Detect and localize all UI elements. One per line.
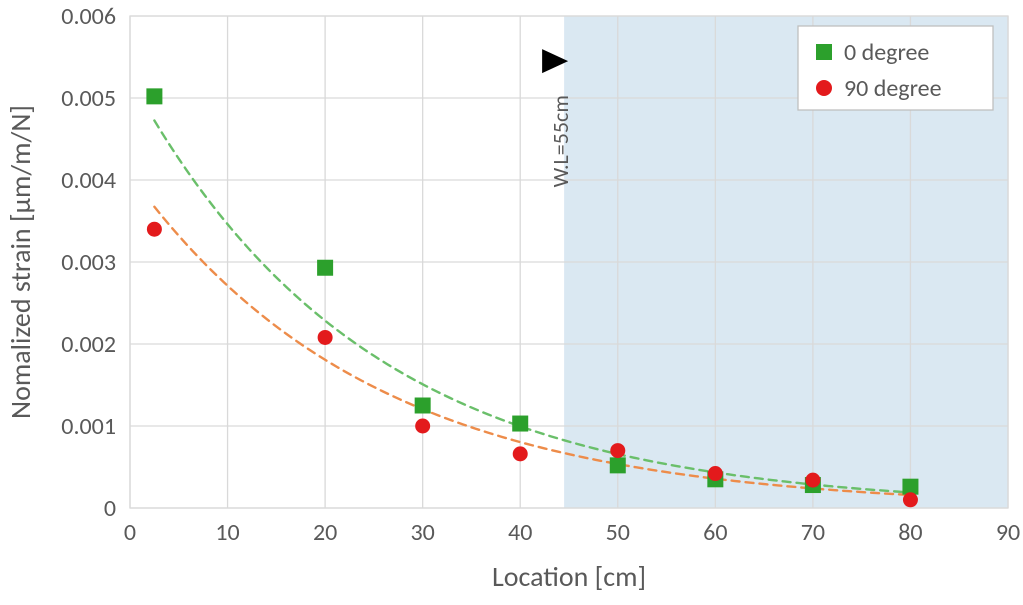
chart-svg: W.L=55cm 0 10 20 30 40 50 60 70 80 90 0 0.001 0.002 0.… xyxy=(0,0,1023,605)
marker-circle xyxy=(610,443,625,458)
marker-square xyxy=(512,416,528,432)
marker-circle xyxy=(147,222,162,237)
x-tick-label: 70 xyxy=(801,518,825,547)
y-tick-label: 0.002 xyxy=(61,330,116,359)
marker-square xyxy=(902,479,918,495)
annotation-label: W.L=55cm xyxy=(547,95,574,187)
x-tick-label: 10 xyxy=(215,518,239,547)
x-tick-label: 30 xyxy=(411,518,435,547)
marker-circle xyxy=(903,492,918,507)
marker-circle xyxy=(415,419,430,434)
marker-circle xyxy=(805,473,820,488)
x-tick-label: 90 xyxy=(996,518,1020,547)
y-tick-label: 0.003 xyxy=(61,248,116,277)
marker-square xyxy=(317,260,333,276)
marker-circle xyxy=(513,446,528,461)
marker-circle xyxy=(318,330,333,345)
x-tick-label: 60 xyxy=(703,518,727,547)
legend-label: 0 degree xyxy=(844,38,929,67)
y-tick-label: 0 xyxy=(104,494,116,523)
y-tick-label: 0.005 xyxy=(61,84,116,113)
x-axis-label: Location [cm] xyxy=(492,559,646,594)
chart-container: W.L=55cm 0 10 20 30 40 50 60 70 80 90 0 0.001 0.002 0.… xyxy=(0,0,1023,605)
y-tick-label: 0.001 xyxy=(61,412,116,441)
y-tick-label: 0.006 xyxy=(61,2,116,31)
x-tick-label: 80 xyxy=(898,518,922,547)
legend-marker-square xyxy=(816,44,832,60)
legend-marker-circle xyxy=(816,80,832,96)
x-tick-label: 40 xyxy=(508,518,532,547)
y-axis-label: Nomalized strain [μm/m/N] xyxy=(3,105,38,419)
legend-label: 90 degree xyxy=(844,74,942,103)
marker-square xyxy=(146,88,162,104)
y-tick-label: 0.004 xyxy=(61,166,116,195)
x-tick-label: 50 xyxy=(606,518,630,547)
marker-circle xyxy=(708,466,723,481)
x-tick-label: 0 xyxy=(124,518,136,547)
marker-square xyxy=(610,457,626,473)
marker-square xyxy=(415,398,431,414)
x-tick-label: 20 xyxy=(313,518,337,547)
